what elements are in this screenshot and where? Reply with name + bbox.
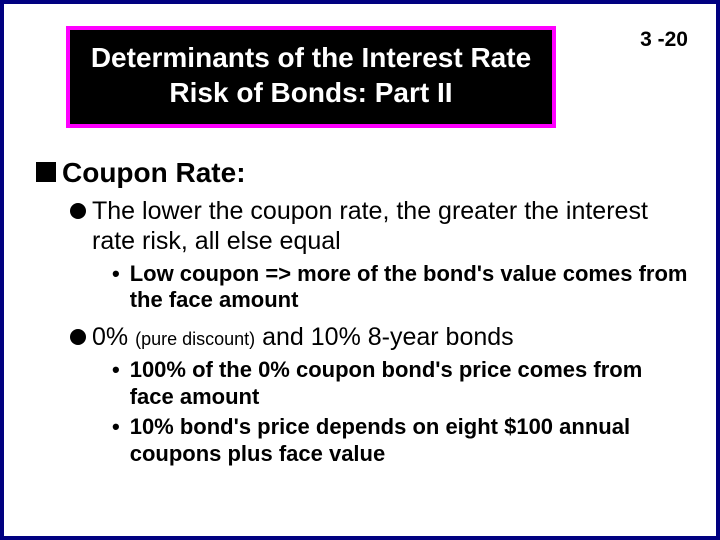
bullet-2: 0% (pure discount) and 10% 8-year bonds — [70, 322, 688, 353]
dot-bullet-icon: • — [112, 414, 120, 440]
slide-title: Determinants of the Interest Rate Risk o… — [78, 40, 544, 110]
section-heading: Coupon Rate: — [62, 156, 246, 190]
bullet-1-sub-1: • Low coupon => more of the bond's value… — [112, 261, 688, 315]
circle-bullet-icon — [70, 203, 86, 219]
bullet-2-sub-1: • 100% of the 0% coupon bond's price com… — [112, 357, 688, 411]
square-bullet-icon — [36, 162, 56, 182]
circle-bullet-icon — [70, 329, 86, 345]
bullet-2-sub-2: • 10% bond's price depends on eight $100… — [112, 414, 688, 468]
bullet-1-sub-1-text: Low coupon => more of the bond's value c… — [130, 261, 688, 315]
title-box: Determinants of the Interest Rate Risk o… — [66, 26, 556, 128]
bullet-1: The lower the coupon rate, the greater t… — [70, 196, 688, 257]
section-heading-row: Coupon Rate: — [36, 156, 688, 190]
dot-bullet-icon: • — [112, 357, 120, 383]
title-line-1: Determinants of the Interest Rate — [91, 42, 531, 73]
bullet-2-text: 0% (pure discount) and 10% 8-year bonds — [92, 322, 514, 353]
title-line-2: Risk of Bonds: Part II — [169, 77, 452, 108]
slide: 3 -20 Determinants of the Interest Rate … — [0, 0, 720, 540]
bullet-2-sub-1-text: 100% of the 0% coupon bond's price comes… — [130, 357, 688, 411]
bullet-1-text: The lower the coupon rate, the greater t… — [92, 196, 688, 257]
content-area: Coupon Rate: The lower the coupon rate, … — [36, 156, 688, 468]
bullet-2-post: and 10% 8-year bonds — [255, 323, 514, 351]
bullet-2-sub-2-text: 10% bond's price depends on eight $100 a… — [130, 414, 688, 468]
page-number: 3 -20 — [640, 28, 688, 52]
bullet-2-small: (pure discount) — [135, 329, 255, 349]
bullet-2-pre: 0% — [92, 323, 135, 351]
dot-bullet-icon: • — [112, 261, 120, 287]
